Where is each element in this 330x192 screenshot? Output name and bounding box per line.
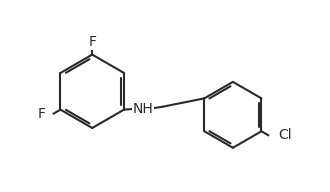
Text: F: F	[88, 35, 96, 49]
Text: Cl: Cl	[278, 128, 292, 142]
Text: F: F	[38, 107, 46, 121]
Text: NH: NH	[132, 102, 153, 116]
